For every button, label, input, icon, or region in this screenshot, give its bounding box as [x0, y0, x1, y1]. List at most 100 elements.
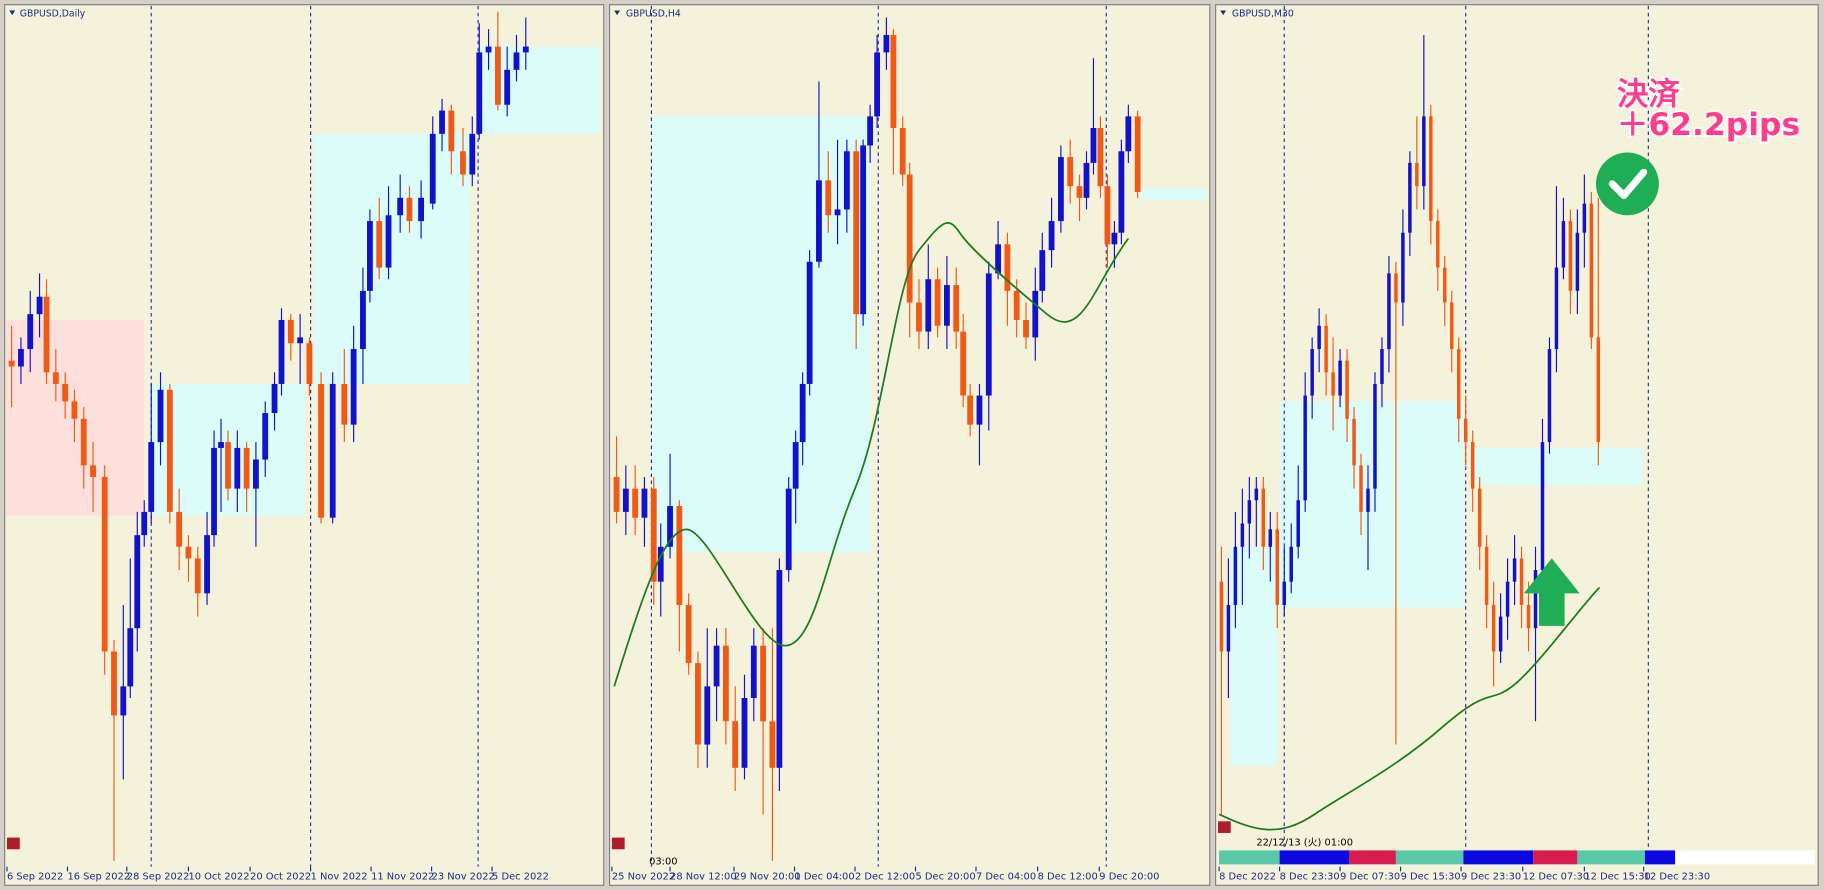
- candle-body: [1254, 488, 1259, 501]
- candle-body: [1013, 290, 1020, 320]
- candle-body: [1219, 581, 1224, 652]
- candle-body: [1282, 581, 1286, 605]
- candle-body: [429, 133, 436, 204]
- candle-body: [967, 395, 974, 425]
- candle-body: [71, 401, 78, 419]
- candles: [8, 11, 529, 861]
- chart-title: GBPUSD,M30: [1232, 8, 1294, 19]
- time-label: 12 Dec 07:30: [1523, 871, 1589, 882]
- candle-body: [1226, 604, 1231, 652]
- candle-body: [90, 465, 96, 477]
- time-label: 7 Dec 04:00: [976, 871, 1036, 882]
- candle-body: [883, 34, 890, 53]
- candle-body: [1408, 162, 1412, 233]
- candle-body: [1387, 273, 1391, 350]
- time-label: 12 Dec 23:30: [1644, 871, 1710, 882]
- cursor-time: 22/12/13 (火) 01:00: [1256, 838, 1353, 849]
- candle-body: [1125, 116, 1132, 152]
- candle-body: [43, 296, 50, 373]
- candle-body: [360, 290, 366, 350]
- candle-body: [1429, 116, 1433, 222]
- moving-average: [1218, 586, 1601, 831]
- candle-body: [1345, 360, 1349, 419]
- candle-body: [329, 383, 336, 518]
- candle-body: [1540, 442, 1545, 571]
- candle-body: [176, 511, 183, 547]
- candle-body: [1090, 128, 1097, 163]
- candle-body: [750, 645, 757, 699]
- candle-body: [1352, 418, 1356, 466]
- candle-body: [1303, 395, 1307, 501]
- candle-body: [1067, 157, 1074, 187]
- menu-triangle[interactable]: [614, 10, 621, 16]
- candle-body: [157, 389, 164, 443]
- candle-body: [1394, 273, 1398, 303]
- time-label: 8 Dec 2022: [1219, 871, 1276, 882]
- candle-body: [1048, 221, 1055, 251]
- candle-body: [1317, 325, 1321, 350]
- candle-body: [134, 535, 141, 629]
- menu-triangle[interactable]: [1220, 10, 1227, 16]
- time-label: 29 Nov 20:00: [734, 871, 801, 882]
- candle-body: [976, 395, 983, 425]
- candle-body: [211, 447, 217, 536]
- candle-body: [1436, 221, 1440, 268]
- candle-body: [1554, 267, 1559, 350]
- candle-body: [860, 145, 867, 315]
- candle-body: [476, 52, 483, 134]
- candle-body: [834, 209, 841, 216]
- candle-body: [522, 46, 529, 53]
- window-button[interactable]: [611, 837, 625, 850]
- candle-body: [799, 383, 806, 443]
- candle-body: [1261, 488, 1266, 547]
- candle-body: [776, 570, 783, 768]
- candle-body: [385, 215, 392, 268]
- candle-body: [1366, 488, 1370, 512]
- menu-triangle[interactable]: [9, 10, 16, 16]
- candle-body: [1484, 546, 1489, 605]
- time-label: 12 Dec 15:30: [1584, 871, 1650, 882]
- candle-body: [1289, 546, 1293, 582]
- candle-body: [1111, 232, 1118, 245]
- candle-body: [1470, 442, 1475, 489]
- candle-body: [760, 645, 767, 722]
- candle-body: [925, 279, 932, 332]
- time-label: 9 Dec 20:00: [1099, 871, 1159, 882]
- window-button[interactable]: [1217, 821, 1231, 833]
- candle-body: [234, 447, 241, 489]
- candle-body: [1415, 162, 1419, 187]
- candle-body: [204, 535, 210, 594]
- candle-body: [1443, 267, 1447, 303]
- candle-body: [253, 459, 259, 489]
- candle-body: [1533, 570, 1538, 629]
- candle-body: [1463, 418, 1468, 443]
- candle-body: [1240, 523, 1245, 547]
- candle-body: [657, 546, 664, 582]
- candle-body: [27, 314, 34, 350]
- candle-body: [806, 261, 813, 384]
- time-label: 9 Dec 07:30: [1340, 871, 1400, 882]
- candle-body: [485, 46, 492, 53]
- candle-body: [1450, 302, 1454, 350]
- candle-body: [1547, 349, 1552, 443]
- candle-body: [297, 337, 304, 344]
- candle-body: [350, 349, 357, 425]
- window-button[interactable]: [6, 837, 20, 850]
- candle-body: [985, 273, 992, 396]
- candle-body: [934, 279, 941, 326]
- candle-body: [953, 285, 960, 332]
- candle-body: [148, 442, 155, 512]
- candle-body: [397, 197, 404, 216]
- candle-body: [816, 180, 822, 262]
- candle-body: [695, 663, 701, 745]
- candle-body: [469, 133, 476, 175]
- candle-body: [1268, 529, 1273, 547]
- candle-body: [704, 686, 711, 745]
- candle-body: [622, 488, 629, 512]
- candle-body: [1568, 221, 1573, 291]
- candle-body: [494, 46, 501, 105]
- candle-body: [732, 721, 739, 768]
- candle-body: [1359, 465, 1363, 512]
- time-label: 28 Nov 12:00: [670, 871, 737, 882]
